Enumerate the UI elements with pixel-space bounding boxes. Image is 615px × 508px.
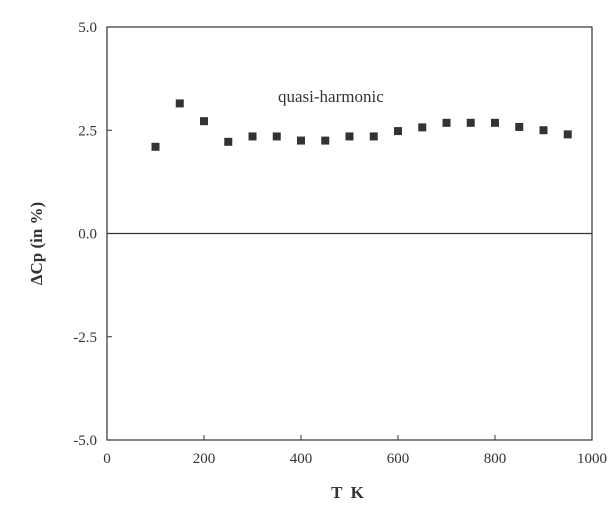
- y-axis-title: ΔCp (in %): [27, 202, 46, 285]
- y-tick-labels: 5.0 2.5 0.0 -2.5 -5.0: [73, 20, 97, 449]
- x-axis-title: T K: [331, 483, 365, 502]
- data-point: [369, 132, 378, 141]
- data-point: [539, 126, 548, 135]
- y-tick-label: -5.0: [73, 433, 97, 449]
- data-point: [175, 99, 184, 108]
- data-point: [297, 136, 305, 145]
- y-tick-marks: [107, 26, 112, 441]
- data-point: [345, 132, 354, 141]
- x-tick-label: 1000: [577, 451, 607, 467]
- x-tick-labels: 0 200 400 600 800 1000: [103, 451, 607, 467]
- data-point: [200, 117, 208, 126]
- data-point: [248, 132, 257, 141]
- y-tick-label: 0.0: [78, 227, 97, 243]
- data-point: [272, 132, 281, 141]
- data-point: [321, 136, 330, 145]
- data-point: [151, 142, 160, 151]
- data-point: [224, 137, 233, 146]
- annotation-label: quasi-harmonic: [278, 87, 384, 106]
- y-tick-label: 5.0: [78, 20, 97, 36]
- y-tick-label: 2.5: [78, 123, 97, 139]
- y-tick-label: -2.5: [73, 330, 97, 346]
- data-point: [394, 127, 402, 136]
- x-tick-marks: [106, 435, 593, 440]
- data-points: [151, 99, 572, 151]
- x-tick-label: 400: [290, 451, 313, 467]
- data-point: [442, 118, 451, 127]
- data-point: [491, 118, 499, 127]
- data-point: [418, 123, 427, 132]
- x-tick-label: 0: [103, 451, 111, 467]
- data-point: [466, 118, 475, 127]
- data-point: [563, 130, 572, 139]
- x-tick-label: 800: [484, 451, 507, 467]
- data-point: [515, 122, 524, 131]
- x-tick-label: 200: [193, 451, 216, 467]
- x-tick-label: 600: [387, 451, 410, 467]
